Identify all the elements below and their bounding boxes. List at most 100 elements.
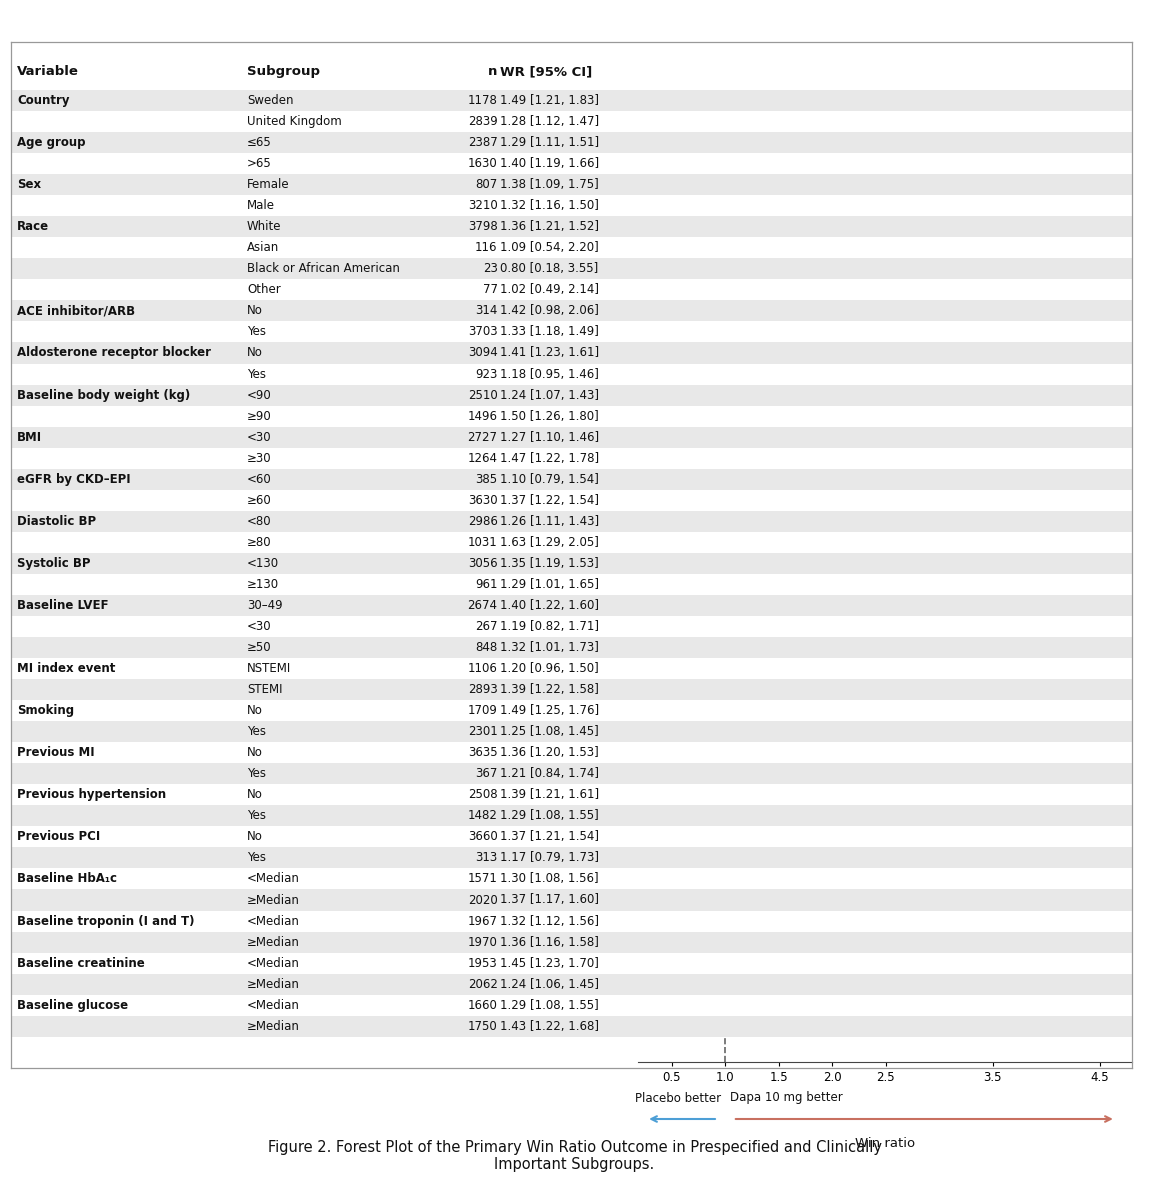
Text: ≥60: ≥60: [247, 493, 272, 506]
Text: 385: 385: [476, 473, 498, 486]
Text: ≤65: ≤65: [247, 136, 272, 149]
Text: 1.32 [1.01, 1.73]: 1.32 [1.01, 1.73]: [500, 641, 599, 654]
Bar: [11, 132, 1132, 154]
Text: 313: 313: [476, 852, 498, 864]
Text: 1.25 [1.08, 1.45]: 1.25 [1.08, 1.45]: [500, 725, 599, 738]
Text: <80: <80: [247, 515, 271, 528]
Bar: [11, 216, 1132, 238]
Text: No: No: [247, 788, 263, 802]
Text: Subgroup: Subgroup: [247, 65, 321, 78]
Text: ≥80: ≥80: [247, 536, 271, 548]
Text: Figure 2. Forest Plot of the Primary Win Ratio Outcome in Prespecified and Clini: Figure 2. Forest Plot of the Primary Win…: [268, 1140, 881, 1172]
Text: 3056: 3056: [468, 557, 498, 570]
Bar: [11, 364, 1132, 384]
Bar: [11, 743, 1132, 763]
Text: 1660: 1660: [468, 998, 498, 1012]
Text: 1.28 [1.12, 1.47]: 1.28 [1.12, 1.47]: [500, 115, 599, 128]
Bar: [11, 869, 1132, 889]
Text: 1.19 [0.82, 1.71]: 1.19 [0.82, 1.71]: [500, 620, 599, 632]
Text: 1.39 [1.22, 1.58]: 1.39 [1.22, 1.58]: [500, 683, 599, 696]
Text: Baseline body weight (kg): Baseline body weight (kg): [17, 389, 191, 402]
Text: 1.10 [0.79, 1.54]: 1.10 [0.79, 1.54]: [500, 473, 599, 486]
Bar: [11, 827, 1132, 847]
Text: No: No: [247, 830, 263, 844]
Text: 1.39 [1.21, 1.61]: 1.39 [1.21, 1.61]: [500, 788, 599, 802]
Text: Other: Other: [247, 283, 280, 296]
Bar: [11, 300, 1132, 322]
Text: Race: Race: [17, 221, 49, 233]
Text: 1.18 [0.95, 1.46]: 1.18 [0.95, 1.46]: [500, 367, 599, 380]
Bar: [11, 90, 1132, 112]
Text: 77: 77: [483, 283, 498, 296]
Text: Yes: Yes: [247, 367, 267, 380]
Text: United Kingdom: United Kingdom: [247, 115, 341, 128]
Text: 1.37 [1.22, 1.54]: 1.37 [1.22, 1.54]: [500, 493, 599, 506]
Bar: [11, 258, 1132, 280]
Text: 2062: 2062: [468, 978, 498, 991]
Text: 1031: 1031: [468, 536, 498, 548]
Text: Variable: Variable: [17, 65, 79, 78]
Bar: [11, 889, 1132, 911]
Bar: [11, 763, 1132, 785]
Text: Black or African American: Black or African American: [247, 263, 400, 275]
Text: >65: >65: [247, 157, 272, 170]
Text: eGFR by CKD–EPI: eGFR by CKD–EPI: [17, 473, 131, 486]
Text: Baseline LVEF: Baseline LVEF: [17, 599, 109, 612]
Text: 1.40 [1.19, 1.66]: 1.40 [1.19, 1.66]: [500, 157, 599, 170]
Text: 1.27 [1.10, 1.46]: 1.27 [1.10, 1.46]: [500, 431, 599, 444]
Text: White: White: [247, 221, 282, 233]
Text: BMI: BMI: [17, 431, 43, 444]
Text: 2508: 2508: [468, 788, 498, 802]
Text: 1.24 [1.07, 1.43]: 1.24 [1.07, 1.43]: [500, 389, 599, 402]
Text: 1.36 [1.20, 1.53]: 1.36 [1.20, 1.53]: [500, 746, 599, 760]
Text: <Median: <Median: [247, 872, 300, 886]
Text: No: No: [247, 704, 263, 718]
Bar: [11, 280, 1132, 300]
Bar: [11, 384, 1132, 406]
Text: 1.43 [1.22, 1.68]: 1.43 [1.22, 1.68]: [500, 1020, 599, 1033]
Text: 1178: 1178: [468, 94, 498, 107]
Text: 3094: 3094: [468, 347, 498, 360]
Text: <Median: <Median: [247, 998, 300, 1012]
Text: 923: 923: [476, 367, 498, 380]
Text: 2727: 2727: [468, 431, 498, 444]
Text: 1.30 [1.08, 1.56]: 1.30 [1.08, 1.56]: [500, 872, 599, 886]
Text: ≥30: ≥30: [247, 451, 271, 464]
Text: Female: Female: [247, 178, 290, 191]
Bar: [11, 721, 1132, 743]
Bar: [11, 805, 1132, 827]
Bar: [11, 238, 1132, 258]
Bar: [11, 953, 1132, 973]
Bar: [11, 785, 1132, 805]
Text: <90: <90: [247, 389, 272, 402]
Text: 1.32 [1.16, 1.50]: 1.32 [1.16, 1.50]: [500, 199, 599, 212]
Bar: [11, 847, 1132, 869]
Text: Win ratio: Win ratio: [855, 1138, 915, 1150]
Bar: [11, 112, 1132, 132]
Text: 3798: 3798: [468, 221, 498, 233]
Bar: [11, 679, 1132, 700]
Text: Baseline troponin (I and T): Baseline troponin (I and T): [17, 914, 194, 928]
Text: 30–49: 30–49: [247, 599, 283, 612]
Text: 1953: 1953: [468, 956, 498, 970]
Text: 2893: 2893: [468, 683, 498, 696]
Text: 3630: 3630: [468, 493, 498, 506]
Text: Yes: Yes: [247, 767, 267, 780]
Bar: [11, 973, 1132, 995]
Text: Yes: Yes: [247, 809, 267, 822]
Text: 1106: 1106: [468, 662, 498, 676]
Text: No: No: [247, 347, 263, 360]
Bar: [11, 1015, 1132, 1037]
Bar: [11, 448, 1132, 469]
Text: Asian: Asian: [247, 241, 279, 254]
Text: 1571: 1571: [468, 872, 498, 886]
Text: 1496: 1496: [468, 409, 498, 422]
Text: No: No: [247, 305, 263, 318]
Text: 848: 848: [476, 641, 498, 654]
Text: Smoking: Smoking: [17, 704, 75, 718]
Text: 1.24 [1.06, 1.45]: 1.24 [1.06, 1.45]: [500, 978, 599, 991]
Text: ≥50: ≥50: [247, 641, 271, 654]
Text: 1482: 1482: [468, 809, 498, 822]
Text: Baseline creatinine: Baseline creatinine: [17, 956, 145, 970]
Bar: [11, 931, 1132, 953]
